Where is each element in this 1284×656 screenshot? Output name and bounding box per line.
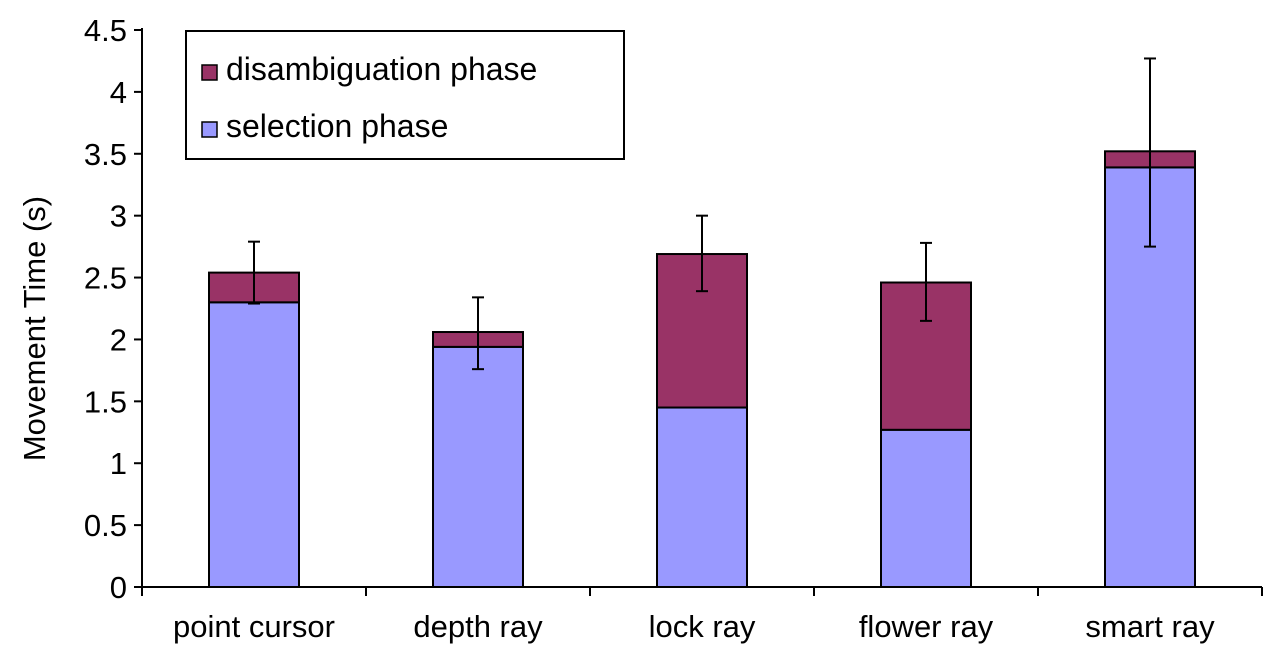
bar-flower-ray-selection-phase [880,428,972,588]
x-tick-label-lock-ray: lock ray [649,609,756,644]
y-tick-label: 2.5 [84,261,127,296]
legend-swatch-selection-phase [201,121,218,138]
bar-lock-ray-selection-phase [656,406,748,588]
legend-box [185,30,625,160]
bar-point-cursor-selection-phase [208,301,300,588]
legend: disambiguation phase selection phase [185,30,625,160]
error-bar-depth-ray [472,296,484,371]
error-bars-layer [248,57,1156,371]
y-tick-label: 4.5 [84,13,127,48]
y-tick-label: 1.5 [84,384,127,419]
error-bar-smart-ray [1144,57,1156,248]
x-tick-label-depth-ray: depth ray [413,609,543,644]
y-tick-label: 3.5 [84,137,127,172]
x-tick-labels: point cursor depth ray lock ray flower ray s… [173,609,1215,644]
legend-swatch-disambiguation-phase [201,64,218,81]
legend-label-disambiguation-phase: disambiguation phase [226,51,537,87]
y-tick-label: 0.5 [84,508,127,543]
bar-depth-ray-selection-phase [432,345,524,589]
error-bar-lock-ray [696,214,708,293]
y-tick-label: 0 [110,570,127,605]
x-tick-label-flower-ray: flower ray [859,609,994,644]
x-tick-label-smart-ray: smart ray [1085,609,1215,644]
y-tick-label: 4 [110,75,127,110]
y-tick-label: 1 [110,446,127,481]
x-tick-label-point-cursor: point cursor [173,609,335,644]
legend-label-selection-phase: selection phase [226,108,448,144]
axes-layer [134,28,1263,596]
y-tick-labels: 0 0.5 1 1.5 2 2.5 3 3.5 4 4.5 [84,13,127,605]
y-tick-label: 3 [110,199,127,234]
y-axis-title: Movement Time (s) [17,196,52,461]
error-bar-point-cursor [248,240,260,305]
y-tick-label: 2 [110,322,127,357]
error-bar-flower-ray [920,241,932,322]
